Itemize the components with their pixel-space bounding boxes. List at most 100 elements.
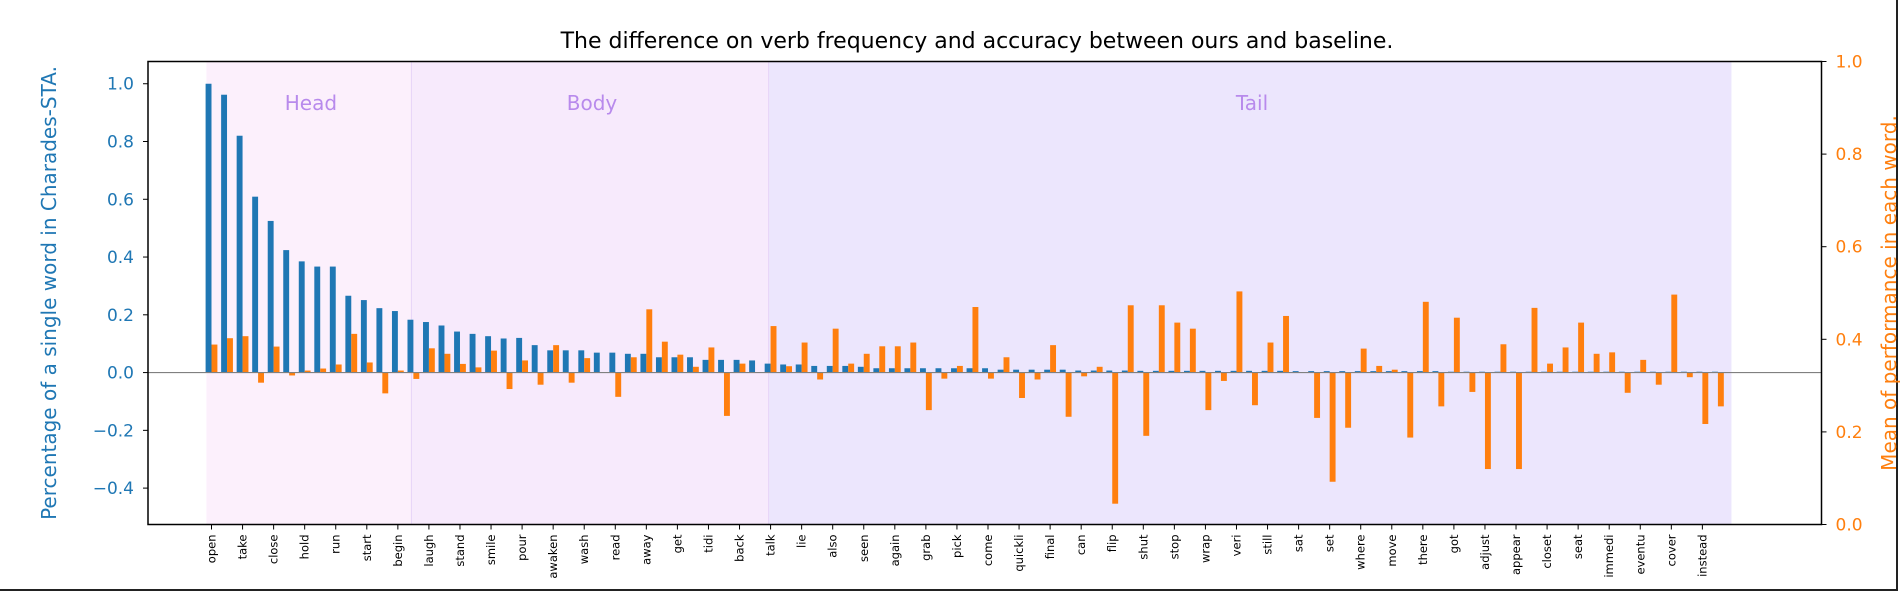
accuracy-bar: [1547, 363, 1553, 373]
frequency-bar: [593, 352, 600, 373]
x-tick-label: close: [267, 535, 281, 565]
accuracy-bar: [506, 372, 513, 390]
region-tail: [768, 61, 1732, 525]
right-y-tick-label: 0.4: [1836, 330, 1863, 350]
x-tick-label: take: [236, 535, 250, 560]
right-y-axis: 0.0 0.2 0.4 0.6 0.8 1.0: [1821, 53, 1863, 536]
x-tick-label: pour: [515, 534, 529, 561]
left-y-axis: −0.4 −0.2 0.0 0.2 0.4 0.6 0.8 1.0: [93, 75, 148, 499]
accuracy-bar: [1003, 357, 1010, 373]
accuracy-bar: [1516, 372, 1522, 470]
frequency-bar: [1028, 369, 1035, 373]
frequency-bar: [391, 311, 398, 373]
right-y-tick-label: 1.0: [1836, 53, 1863, 73]
accuracy-bar: [1158, 305, 1165, 373]
frequency-bar: [314, 266, 321, 373]
accuracy-bar: [1112, 372, 1119, 504]
frequency-bar: [1401, 371, 1408, 373]
accuracy-bar: [1686, 372, 1693, 378]
frequency-bar: [749, 360, 756, 373]
frequency-bar: [764, 363, 771, 373]
frequency-bar: [982, 368, 988, 373]
x-tick-label: seat: [1571, 534, 1585, 559]
frequency-bar: [298, 261, 305, 373]
region-label-tail: Tail: [1235, 91, 1268, 115]
accuracy-bar: [584, 358, 591, 373]
accuracy-bar: [1329, 372, 1336, 482]
frequency-bar: [547, 350, 554, 373]
x-tick-label: laugh: [422, 535, 436, 567]
accuracy-bar: [1422, 301, 1429, 373]
frequency-bar: [780, 364, 787, 373]
x-tick-label: set: [1323, 534, 1337, 552]
x-tick-label: eventu: [1633, 535, 1647, 575]
x-tick-label: back: [733, 534, 747, 562]
frequency-bar: [687, 357, 693, 373]
accuracy-bar: [1469, 372, 1476, 392]
x-tick-label: cover: [1664, 534, 1678, 566]
accuracy-bar: [1500, 344, 1507, 373]
left-y-tick-label: 0.4: [107, 248, 134, 268]
frequency-bar: [1432, 371, 1439, 373]
accuracy-bar: [413, 372, 420, 379]
frequency-bar: [702, 359, 709, 373]
accuracy-bar: [956, 365, 963, 373]
accuracy-bar: [459, 363, 466, 373]
accuracy-bar: [1034, 372, 1041, 380]
accuracy-bar: [879, 346, 886, 373]
x-tick-label: sat: [1292, 534, 1306, 552]
x-tick-label: appear: [1509, 534, 1523, 575]
accuracy-bar: [304, 370, 311, 373]
frequency-bar: [935, 368, 942, 373]
accuracy-bar: [1360, 348, 1367, 373]
frequency-bar: [1246, 370, 1253, 373]
frequency-bar: [252, 196, 259, 373]
frequency-bar: [1168, 370, 1175, 373]
accuracy-bar: [1019, 372, 1025, 398]
accuracy-bar: [211, 344, 218, 373]
x-tick-label: tidi: [701, 535, 715, 553]
accuracy-bar: [522, 360, 528, 373]
left-y-tick-label: 0.0: [107, 364, 134, 384]
right-y-tick-label: 0.2: [1836, 423, 1863, 443]
accuracy-bar: [739, 363, 746, 373]
x-tick-label: also: [826, 535, 840, 558]
accuracy-bar: [1065, 372, 1072, 417]
right-y-tick-label: 0.0: [1836, 516, 1863, 536]
accuracy-bar: [1391, 369, 1398, 373]
frequency-bar: [1339, 371, 1346, 373]
accuracy-bar: [428, 348, 435, 373]
x-tick-label: closet: [1540, 534, 1554, 569]
frequency-bar: [1261, 370, 1268, 373]
accuracy-bar: [972, 307, 979, 373]
accuracy-bar: [491, 350, 497, 373]
accuracy-bar: [677, 354, 684, 373]
accuracy-bar: [1531, 307, 1538, 373]
accuracy-bar: [786, 366, 793, 373]
accuracy-bar: [366, 362, 373, 373]
accuracy-bar: [1453, 317, 1460, 373]
accuracy-bar: [708, 347, 715, 373]
x-tick-label: where: [1354, 535, 1368, 570]
frequency-bar: [1277, 370, 1284, 373]
x-tick-label: stand: [453, 535, 467, 567]
x-tick-label: stop: [1167, 535, 1181, 560]
x-tick-label: pick: [950, 534, 964, 558]
frequency-bar: [360, 300, 367, 373]
left-y-tick-label: 0.6: [107, 190, 134, 210]
accuracy-bar: [1236, 291, 1243, 373]
frequency-bar: [578, 350, 585, 373]
accuracy-bar: [615, 372, 622, 397]
accuracy-bar: [817, 372, 824, 380]
frequency-bar: [407, 319, 414, 373]
accuracy-bar: [1205, 372, 1212, 411]
accuracy-bar: [1407, 372, 1414, 438]
bars: [205, 83, 1724, 504]
frequency-bar: [376, 308, 383, 373]
accuracy-bar: [537, 372, 544, 385]
frequency-bar: [1199, 370, 1206, 373]
accuracy-bar: [1376, 365, 1383, 373]
accuracy-bar: [1717, 372, 1724, 407]
